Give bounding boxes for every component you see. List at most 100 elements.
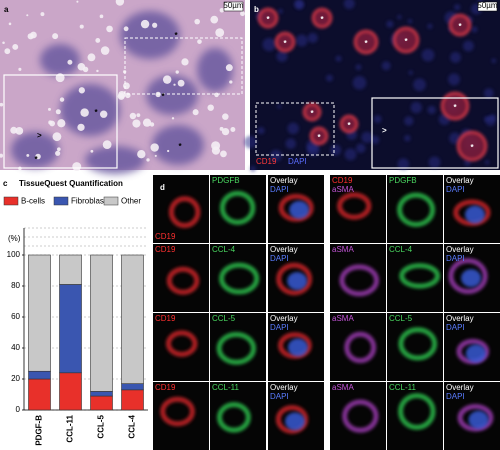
dapi-speckle: [471, 26, 478, 33]
adipocyte: [57, 147, 61, 152]
adipocyte: [152, 22, 158, 28]
asterisk: *: [266, 15, 270, 24]
overlay-label: Overlay: [270, 245, 298, 254]
cell-signal: [165, 330, 198, 357]
scale-bar: 50µm: [223, 1, 244, 10]
x-tick-label: PDGF-B: [35, 415, 44, 446]
cell-signal: [219, 190, 256, 225]
adipocyte: [132, 119, 141, 128]
bar-segment: [121, 389, 144, 411]
asterisk: *: [94, 108, 98, 117]
adipocyte: [125, 92, 131, 99]
dapi-label: DAPI: [446, 254, 465, 263]
cell-signal: [397, 192, 436, 227]
adipocyte: [0, 102, 4, 107]
adipocyte: [52, 132, 62, 142]
adipocyte: [225, 64, 233, 72]
cell-signal: [344, 331, 377, 364]
nucleus-signal: [465, 344, 486, 363]
adipocyte: [162, 75, 172, 84]
dapi-speckle: [373, 115, 382, 124]
asterisk: *: [364, 39, 368, 48]
cell-signal: [275, 405, 309, 434]
adipocyte: [80, 108, 89, 117]
overlay-label: Overlay: [446, 383, 474, 392]
adipocyte: [222, 113, 229, 120]
follicle: [11, 132, 59, 168]
panel-label: c: [3, 179, 8, 188]
bar-segment: [121, 254, 144, 384]
bar-segment: [59, 254, 82, 285]
stain-label: CD19: [332, 176, 353, 185]
target-label: CCL-4: [212, 245, 236, 254]
micrograph: [210, 175, 266, 243]
stain-label: CD19: [155, 383, 176, 392]
adipocyte: [96, 69, 99, 73]
target-label: CCL-5: [389, 314, 413, 323]
target-label: PDGFB: [389, 176, 417, 185]
nucleus-signal: [287, 338, 308, 357]
dapi-speckle: [335, 55, 342, 62]
adipocyte: [197, 39, 202, 44]
scale-bar-box: [477, 1, 498, 12]
y-tick-label: 80: [11, 281, 20, 290]
dapi-speckle: [270, 149, 283, 162]
adipocyte: [154, 154, 157, 157]
adipocyte: [15, 126, 24, 135]
adipocyte: [220, 150, 227, 158]
stain-label: aSMA: [332, 245, 354, 254]
stain-label: CD19: [155, 232, 176, 241]
dapi-speckle: [397, 14, 402, 20]
asterisk: *: [283, 39, 287, 48]
dapi-speckle: [407, 19, 413, 24]
stain-label: aSMA: [332, 383, 354, 392]
legend-label: Fibroblasts: [71, 197, 110, 206]
dapi-label: DAPI: [270, 323, 289, 332]
target-label: CCL-5: [212, 314, 236, 323]
adipocyte: [230, 127, 236, 132]
follicle-ring: [309, 126, 329, 146]
adipocyte: [26, 14, 29, 17]
adipocyte: [8, 22, 12, 26]
dapi-label: DAPI: [270, 392, 289, 401]
scale-bar: 50µm: [477, 1, 498, 10]
dapi-speckle: [371, 135, 380, 145]
dapi-speckle: [404, 116, 414, 126]
adipocyte: [146, 158, 150, 162]
dapi-speckle: [343, 0, 355, 10]
cell-signal: [448, 258, 488, 294]
dapi-speckle: [325, 74, 333, 82]
asterisk: *: [320, 15, 324, 24]
dapi-speckle: [484, 160, 490, 165]
adipocyte: [77, 123, 85, 131]
y-tick-label: 0: [16, 405, 21, 414]
inset-box: [3, 74, 118, 169]
cell-signal: [166, 266, 200, 295]
stain-label: aSMA: [332, 314, 354, 323]
nucleus-signal: [464, 205, 485, 224]
adipocyte: [95, 38, 101, 43]
dapi-speckle: [355, 143, 366, 154]
adipocyte: [117, 92, 125, 100]
asterisk: *: [178, 142, 182, 151]
overlay-label: Overlay: [270, 383, 298, 392]
adipocyte: [140, 19, 150, 29]
cell-signal: [278, 193, 314, 222]
adipocyte: [59, 97, 65, 102]
asterisk: *: [161, 92, 165, 101]
dapi-speckle: [355, 64, 362, 71]
follicle: [197, 48, 233, 92]
overlay-label: Overlay: [446, 176, 474, 185]
dapi-speckle: [428, 156, 441, 169]
dapi-speckle: [277, 104, 282, 109]
follicle: [152, 125, 204, 165]
dapi-speckle: [404, 134, 411, 142]
dapi-speckle: [448, 73, 460, 86]
arrowhead: >: [382, 126, 387, 135]
asterisk: *: [453, 103, 457, 112]
dapi-speckle: [293, 0, 304, 9]
bar-segment: [59, 372, 82, 411]
adipocyte: [167, 149, 170, 153]
cell-signal: [398, 327, 438, 361]
